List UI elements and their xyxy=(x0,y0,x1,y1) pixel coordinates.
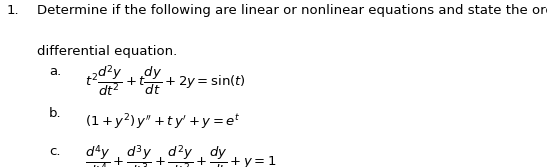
Text: Determine if the following are linear or nonlinear equations and state the order: Determine if the following are linear or… xyxy=(37,4,547,17)
Text: a.: a. xyxy=(49,65,61,78)
Text: 1.: 1. xyxy=(7,4,19,17)
Text: c.: c. xyxy=(49,145,61,158)
Text: differential equation.: differential equation. xyxy=(37,45,177,58)
Text: $t^2\dfrac{d^2y}{dt^2} + t\dfrac{dy}{dt} + 2y = \sin(t)$: $t^2\dfrac{d^2y}{dt^2} + t\dfrac{dy}{dt}… xyxy=(85,63,246,98)
Text: b.: b. xyxy=(49,107,62,120)
Text: $(1 + y^2)\, y'' + t\, y' + y = e^{t}$: $(1 + y^2)\, y'' + t\, y' + y = e^{t}$ xyxy=(85,112,240,132)
Text: $\dfrac{d^4y}{dt^4} + \dfrac{d^3y}{dt^3} + \dfrac{d^2y}{dt^2} + \dfrac{dy}{dt} +: $\dfrac{d^4y}{dt^4} + \dfrac{d^3y}{dt^3}… xyxy=(85,143,277,167)
